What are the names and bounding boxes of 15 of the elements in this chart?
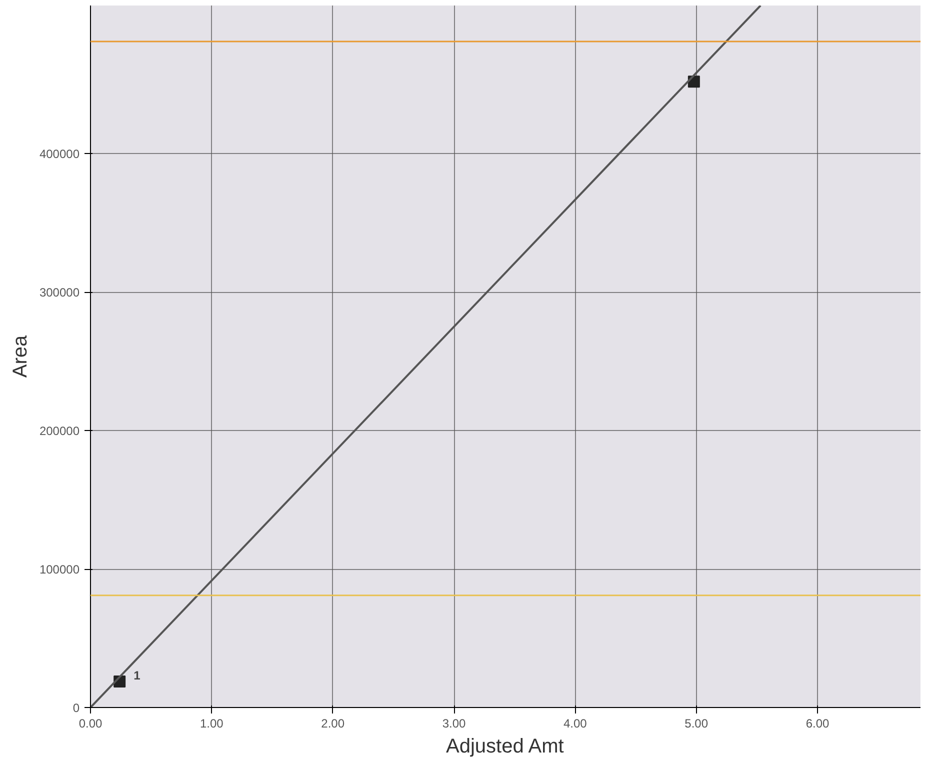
x-axis-title: Adjusted Amt [446,736,564,758]
x-tick-label: 2.00 [321,716,345,730]
y-axis-title: Area [9,334,32,378]
x-tick-label: 4.00 [563,716,588,730]
y-tick-label: 100000 [39,562,80,577]
x-tick-label: 3.00 [442,716,466,730]
y-tick-label: 300000 [39,286,80,300]
x-tick-label: 1.00 [200,716,224,730]
x-tick-label: 6.00 [806,716,830,730]
y-tick-label: 400000 [39,147,80,162]
annotation: 1 [134,668,141,682]
x-tick-label: 5.00 [684,716,708,730]
y-tick-label: 200000 [39,424,80,438]
y-tick-label: 0 [72,701,80,715]
x-tick-label: 0.00 [78,716,103,730]
